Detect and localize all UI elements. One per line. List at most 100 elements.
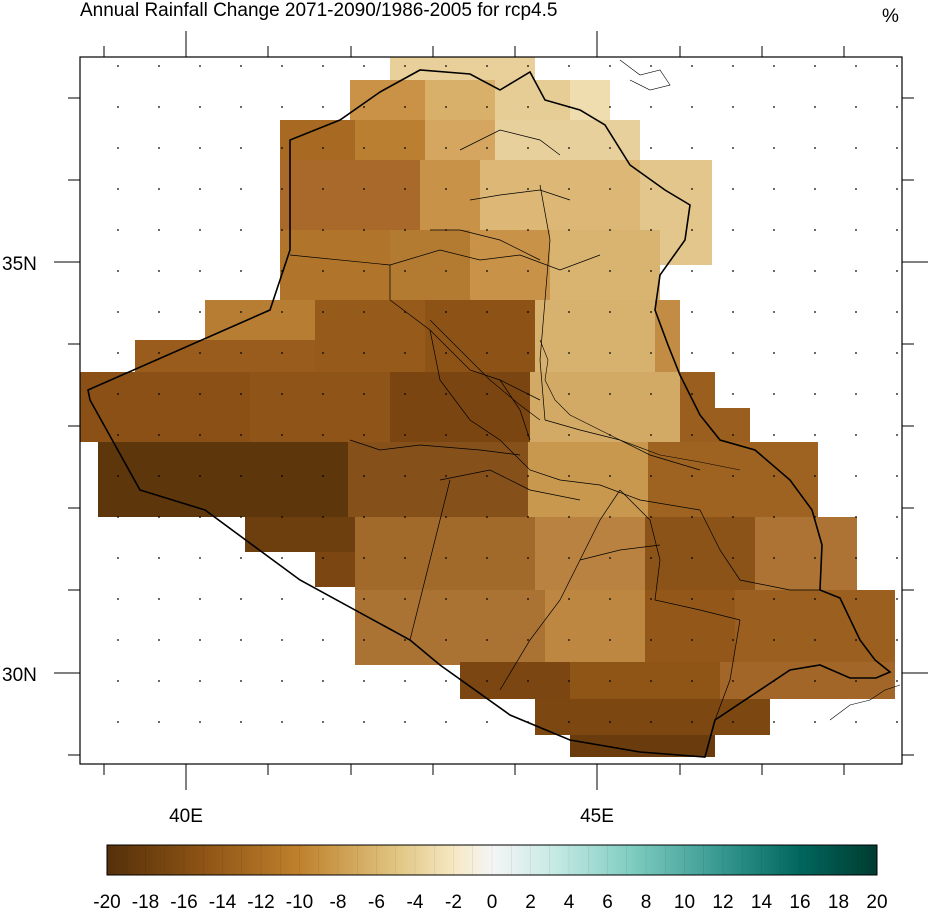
grid-dot	[650, 557, 652, 559]
grid-dot	[814, 147, 816, 149]
grid-dot	[486, 516, 488, 518]
grid-dot	[281, 106, 283, 108]
province-boundaries	[289, 129, 820, 721]
colorbar-tick-label: -6	[368, 892, 385, 910]
grid-dot	[732, 680, 734, 682]
grid-dot	[527, 147, 529, 149]
colorbar-tick-label: -10	[286, 892, 313, 910]
grid-dot	[814, 270, 816, 272]
grid-dot	[158, 106, 160, 108]
grid-dot	[568, 188, 570, 190]
grid-dot	[117, 352, 119, 354]
grid-dot	[281, 147, 283, 149]
grid-dot	[650, 721, 652, 723]
grid-dot	[281, 475, 283, 477]
grid-dot	[814, 598, 816, 600]
grid-dot	[240, 639, 242, 641]
grid-dot	[404, 106, 406, 108]
grid-dot	[527, 352, 529, 354]
colorbar-tick-label: -16	[170, 892, 197, 910]
grid-dot	[281, 188, 283, 190]
grid-dot	[117, 188, 119, 190]
grid-dot	[445, 680, 447, 682]
grid-dot	[281, 598, 283, 600]
grid-dot	[117, 680, 119, 682]
grid-dot	[117, 598, 119, 600]
rainfall-cell	[460, 662, 570, 699]
grid-dot	[240, 475, 242, 477]
grid-dot	[691, 270, 693, 272]
rainfall-cell	[530, 372, 680, 442]
grid-dot	[240, 721, 242, 723]
colorbar: -20 -18 -16 -14 -12 -10 -8 -6 -4 -2 0 2 4 6 8 10 12 14 16 1…	[93, 844, 888, 910]
grid-dot	[691, 639, 693, 641]
grid-dot	[404, 680, 406, 682]
grid-dot	[855, 106, 857, 108]
grid-dot	[404, 598, 406, 600]
grid-dot	[199, 229, 201, 231]
rainfall-cell	[98, 442, 348, 517]
grid-dot	[281, 721, 283, 723]
grid-dot	[568, 352, 570, 354]
grid-dot	[896, 65, 898, 67]
grid-dot	[814, 434, 816, 436]
grid-dot	[486, 639, 488, 641]
grid-dot	[609, 516, 611, 518]
grid-dot	[527, 229, 529, 231]
grid-dot	[609, 229, 611, 231]
grid-dot	[199, 721, 201, 723]
grid-dot	[609, 557, 611, 559]
grid-dot	[199, 106, 201, 108]
grid-dot	[609, 639, 611, 641]
grid-dot	[281, 680, 283, 682]
grid-dot	[363, 721, 365, 723]
grid-dot	[527, 475, 529, 477]
grid-dot	[527, 434, 529, 436]
grid-dot	[445, 147, 447, 149]
colorbar-tick-label: 2	[525, 892, 536, 910]
grid-dot	[445, 311, 447, 313]
grid-dot	[240, 393, 242, 395]
colorbar-tick-label: 12	[712, 892, 733, 910]
grid-dot	[650, 639, 652, 641]
grid-dot	[158, 434, 160, 436]
grid-dot	[773, 721, 775, 723]
grid-dot	[363, 147, 365, 149]
grid-dot	[568, 475, 570, 477]
grid-dot	[896, 229, 898, 231]
grid-dot	[691, 516, 693, 518]
colorbar-gradient	[107, 845, 877, 875]
grid-dot	[281, 393, 283, 395]
grid-dot	[486, 721, 488, 723]
rainfall-cell	[545, 590, 645, 665]
grid-dot	[732, 393, 734, 395]
rainfall-cell	[528, 442, 648, 517]
rainfall-cell	[550, 230, 660, 300]
rainfall-cell	[570, 662, 720, 699]
grid-dot	[527, 721, 529, 723]
grid-dot	[568, 598, 570, 600]
grid-dot	[240, 106, 242, 108]
rainfall-cell	[470, 230, 550, 300]
grid-dot	[158, 639, 160, 641]
grid-dot	[363, 311, 365, 313]
grid-dot	[773, 106, 775, 108]
grid-dot	[199, 65, 201, 67]
grid-dot	[322, 147, 324, 149]
grid-dot	[896, 721, 898, 723]
grid-dot	[240, 516, 242, 518]
grid-dot	[650, 65, 652, 67]
grid-dot	[855, 270, 857, 272]
grid-dot	[445, 65, 447, 67]
colorbar-tick-label: 8	[641, 892, 652, 910]
rainfall-cell	[315, 552, 355, 587]
grid-dot	[486, 311, 488, 313]
grid-dot	[896, 557, 898, 559]
colorbar-ticks: -20 -18 -16 -14 -12 -10 -8 -6 -4 -2 0 2 4 6 8 10 12 14 16 1…	[93, 845, 888, 910]
map-frame	[79, 56, 903, 765]
grid-dot	[527, 680, 529, 682]
grid-dot	[773, 475, 775, 477]
grid-dot	[281, 639, 283, 641]
grid-dot	[117, 393, 119, 395]
